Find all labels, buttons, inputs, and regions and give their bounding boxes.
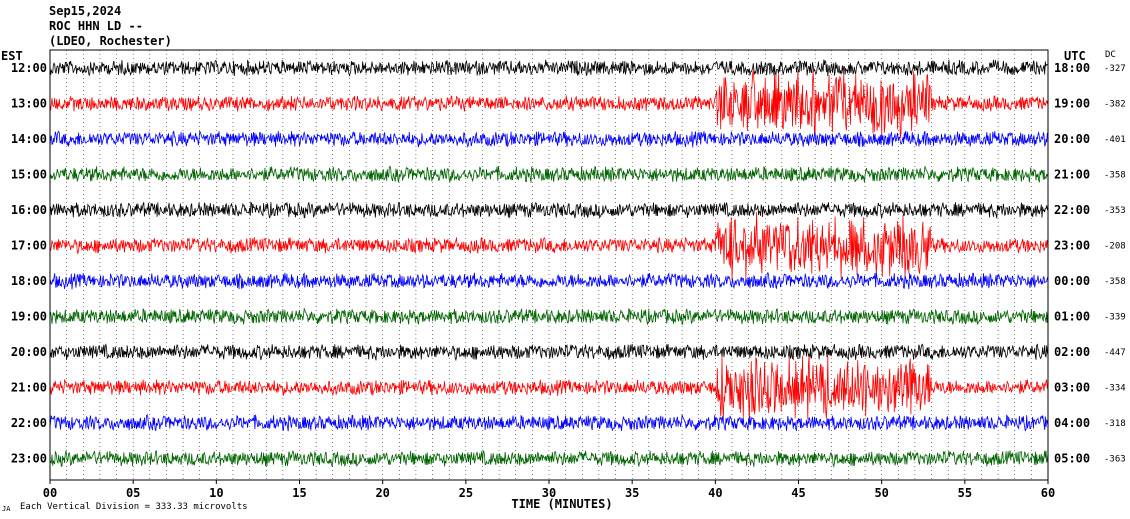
est-hour-label: 22:00 — [11, 416, 47, 430]
est-hour-label: 23:00 — [11, 452, 47, 466]
dc-value: -358 — [1104, 171, 1126, 181]
x-tick-label: 05 — [126, 486, 140, 500]
dc-value: -353 — [1104, 206, 1126, 216]
utc-hour-label: 21:00 — [1054, 168, 1090, 182]
trace-3 — [49, 165, 1049, 184]
trace-1 — [49, 70, 1049, 138]
est-hour-label: 14:00 — [11, 132, 47, 146]
trace-7 — [49, 307, 1049, 326]
utc-hour-label: 05:00 — [1054, 452, 1090, 466]
utc-hour-label: 03:00 — [1054, 381, 1090, 395]
utc-hour-label: 23:00 — [1054, 239, 1090, 253]
network-label: (LDEO, Rochester) — [49, 34, 172, 48]
x-tick-label: 40 — [708, 486, 722, 500]
trace-6 — [49, 271, 1049, 290]
trace-4 — [49, 201, 1049, 219]
utc-hour-label: 01:00 — [1054, 310, 1090, 324]
utc-hour-label: 22:00 — [1054, 203, 1090, 217]
est-hour-label: 21:00 — [11, 381, 47, 395]
dc-value: -208 — [1104, 242, 1126, 252]
x-tick-label: 00 — [43, 486, 57, 500]
x-tick-label: 45 — [791, 486, 805, 500]
right-timezone-label: UTC — [1064, 49, 1086, 63]
dc-value: -382 — [1104, 100, 1126, 110]
x-tick-label: 10 — [209, 486, 223, 500]
x-tick-label: 35 — [625, 486, 639, 500]
x-tick-label: 15 — [292, 486, 306, 500]
utc-hour-label: 20:00 — [1054, 132, 1090, 146]
est-hour-label: 13:00 — [11, 97, 47, 111]
x-tick-label: 50 — [874, 486, 888, 500]
est-hour-label: 20:00 — [11, 345, 47, 359]
trace-group — [49, 59, 1049, 468]
date-label: Sep15,2024 — [49, 4, 122, 18]
trace-8 — [49, 343, 1049, 362]
est-hour-label: 18:00 — [11, 274, 47, 288]
est-hour-label: 16:00 — [11, 203, 47, 217]
dc-value: -318 — [1104, 419, 1126, 429]
dc-value: -447 — [1104, 348, 1126, 358]
dc-header: DC — [1105, 50, 1116, 60]
trace-0 — [49, 59, 1049, 78]
trace-2 — [49, 130, 1049, 149]
grid-lines — [66, 50, 1032, 480]
utc-hour-label: 00:00 — [1054, 274, 1090, 288]
left-timezone-label: EST — [1, 49, 23, 63]
x-axis-title: TIME (MINUTES) — [511, 497, 612, 511]
utc-hour-label: 02:00 — [1054, 345, 1090, 359]
dc-value: -334 — [1104, 384, 1126, 394]
x-tick-label: 25 — [459, 486, 473, 500]
label-group: 12:00 18:00 -327 13:00 19:00 -382 14:00 20:00 -4… — [11, 61, 1126, 500]
trace-9 — [49, 354, 1049, 421]
trace-10 — [49, 413, 1049, 432]
est-hour-label: 19:00 — [11, 310, 47, 324]
utc-hour-label: 18:00 — [1054, 61, 1090, 75]
x-tick-label: 60 — [1041, 486, 1055, 500]
footer-marker: JA — [2, 505, 11, 513]
utc-hour-label: 04:00 — [1054, 416, 1090, 430]
dc-value: -363 — [1104, 455, 1126, 465]
utc-hour-label: 19:00 — [1054, 97, 1090, 111]
est-hour-label: 15:00 — [11, 168, 47, 182]
est-hour-label: 17:00 — [11, 239, 47, 253]
dc-value: -339 — [1104, 313, 1126, 323]
trace-11 — [49, 449, 1049, 468]
dc-value: -401 — [1104, 135, 1126, 145]
dc-value: -327 — [1104, 64, 1126, 74]
station-label: ROC HHN LD -- — [49, 19, 143, 33]
trace-5 — [49, 212, 1049, 280]
x-tick-label: 30 — [542, 486, 556, 500]
x-tick-label: 20 — [375, 486, 389, 500]
dc-value: -358 — [1104, 277, 1126, 287]
x-tick-label: 55 — [958, 486, 972, 500]
vertical-division-note: Each Vertical Division = 333.33 microvol… — [20, 502, 248, 512]
est-hour-label: 12:00 — [11, 61, 47, 75]
